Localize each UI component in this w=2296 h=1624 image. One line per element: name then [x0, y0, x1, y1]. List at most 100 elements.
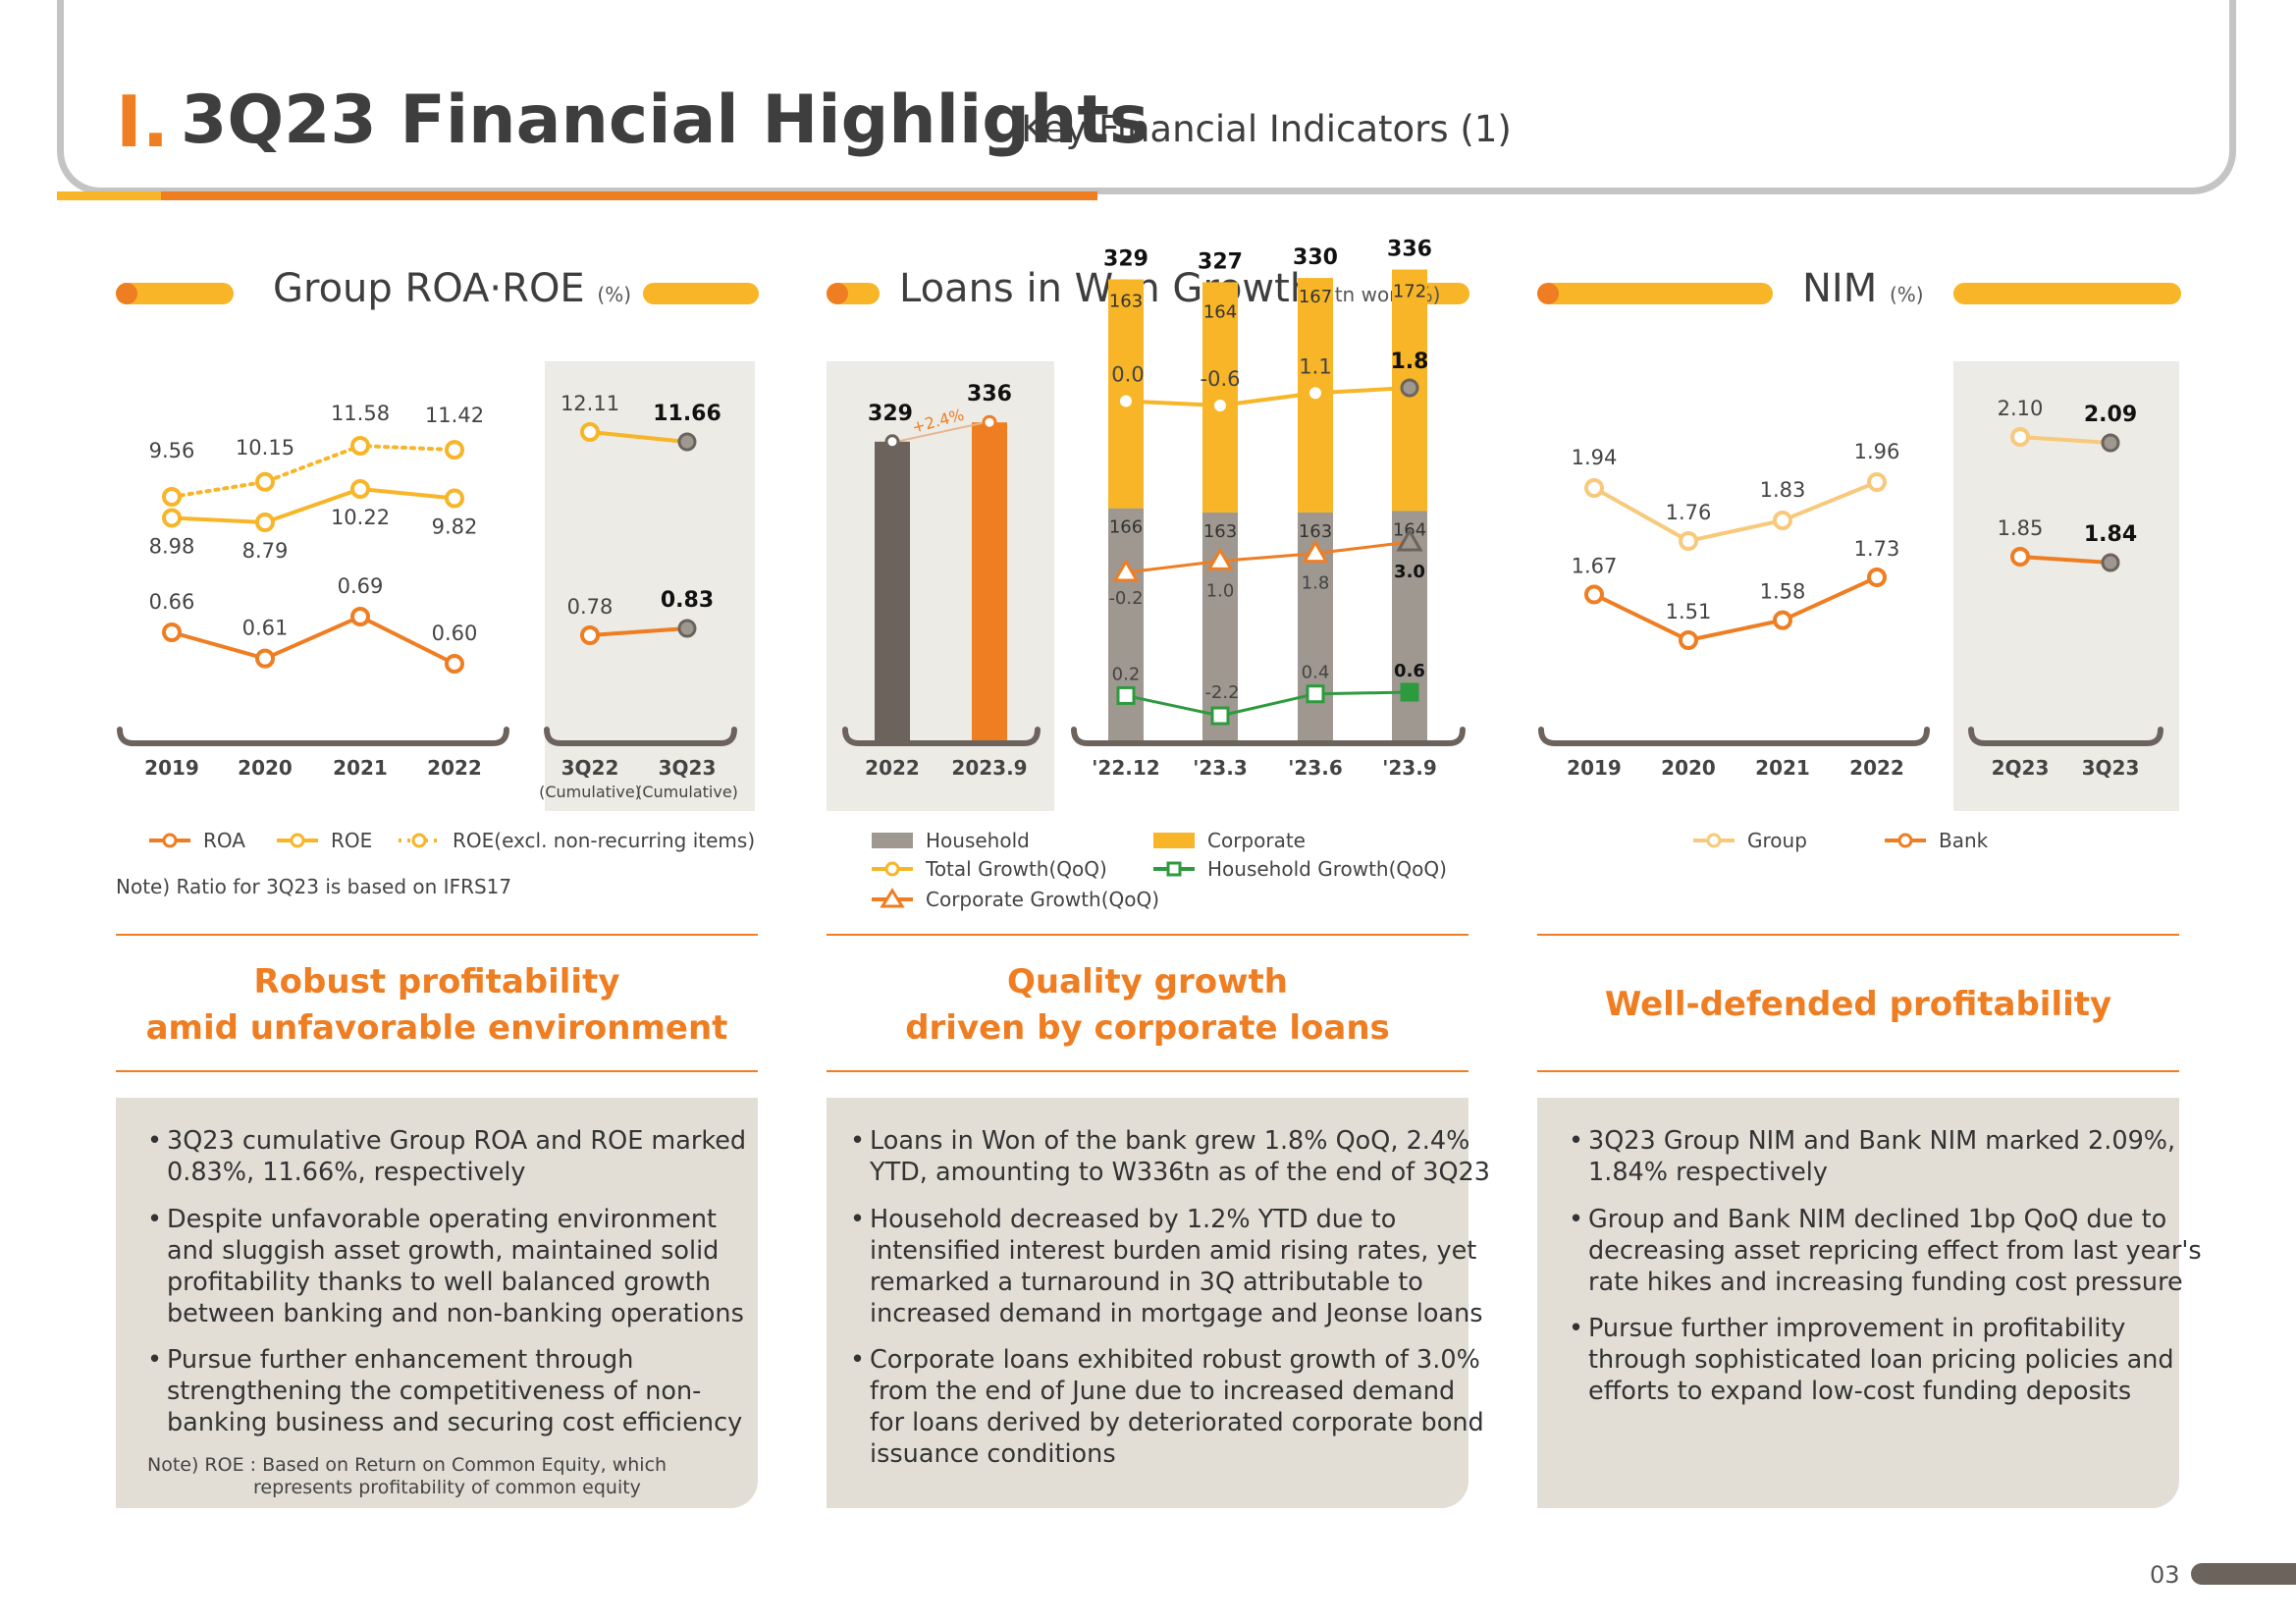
headline-line: Quality growth [1007, 962, 1288, 1001]
household-growth-line [1124, 690, 1412, 718]
total-growth-line [1124, 386, 1412, 408]
bullet-line: YTD, amounting to W336tn as of the end o… [870, 1158, 1491, 1187]
x-tick-label: '23.3 [1193, 756, 1247, 780]
household-growth-point [1116, 685, 1136, 705]
bullet-item: Group and Bank NIM declined 1bp QoQ due … [1569, 1204, 2202, 1298]
bullet-line: issuance conditions [870, 1439, 1116, 1469]
x-tick-note: (Cumulative) [539, 783, 641, 801]
bullet-item: Pursue further improvement in profitabil… [1569, 1313, 2174, 1407]
section-title-text: Group ROA·ROE [273, 266, 585, 311]
household-bar-label: 163 [1299, 521, 1332, 542]
legend-total-growth-label: Total Growth(QoQ) [925, 857, 1107, 881]
bullet-item: Corporate loans exhibited robust growth … [850, 1344, 1484, 1470]
roa-point [445, 654, 464, 674]
section-bar-right-2 [1418, 283, 1469, 304]
bullet-line: for loans derived by deteriorated corpor… [870, 1408, 1484, 1437]
roa-point [162, 623, 182, 642]
bank-nim-label: 1.58 [1760, 580, 1806, 604]
roe-label: 8.98 [149, 534, 195, 558]
section-bar-left-1 [116, 283, 234, 304]
bullet-line: Despite unfavorable operating environmen… [167, 1205, 717, 1234]
household-growth-label: 0.4 [1302, 663, 1330, 683]
bullet-line: Pursue further improvement in profitabil… [1588, 1314, 2126, 1343]
bullet-line: 3Q23 cumulative Group ROA and ROE marked [167, 1126, 747, 1156]
bullet-line: profitability thanks to well balanced gr… [167, 1268, 712, 1297]
cum-roa-label: 0.83 [661, 588, 714, 613]
bullet-line: between banking and non-banking operatio… [167, 1299, 744, 1328]
legend-corporate-growth-marker [880, 888, 905, 908]
total-label: 330 [1293, 245, 1338, 270]
x-tick-label: 3Q23 [2082, 756, 2140, 780]
roa-label: 0.60 [432, 622, 478, 645]
legend-household-growth-label: Household Growth(QoQ) [1207, 857, 1447, 881]
section-title-loans: Loans in Won Growth (tn won, %) [899, 265, 1440, 312]
bullet-line: through sophisticated loan pricing polic… [1588, 1345, 2174, 1375]
section-unit: (%) [597, 283, 632, 306]
bullet-item: Household decreased by 1.2% YTD due to i… [850, 1204, 1483, 1329]
x-tick-label: '23.6 [1288, 756, 1342, 780]
bullet-line: remarked a turnaround in 3Q attributable… [870, 1268, 1423, 1297]
roe-excl-point [350, 436, 370, 456]
corporate-growth-label: 1.8 [1302, 573, 1330, 594]
x-tick-note: (Cumulative) [636, 783, 738, 801]
group-nim-line [1592, 480, 1879, 544]
headline-line: amid unfavorable environment [145, 1008, 728, 1048]
bullet-line: efforts to expand low-cost funding depos… [1588, 1377, 2132, 1406]
roe-excl-label: 11.42 [425, 404, 484, 427]
total-label: 327 [1198, 249, 1243, 274]
group-nim-quarterly-label: 2.10 [1998, 397, 2044, 420]
annual-bar [972, 422, 1007, 741]
quarterly-nim-panel-bg [1953, 361, 2179, 811]
x-tick-label: 2Q23 [1992, 756, 2050, 780]
bullet-item: Pursue further enhancement through stren… [147, 1344, 742, 1438]
headline-roa-roe: Robust profitability amid unfavorable en… [116, 959, 758, 1052]
corporate-growth-point [1112, 559, 1140, 582]
section-title-text: NIM [1802, 266, 1878, 311]
household-growth-label: 0.2 [1112, 664, 1141, 684]
group-nim-label: 1.76 [1666, 501, 1712, 524]
cum-roe-point [677, 432, 697, 452]
section-unit: (%) [1889, 283, 1924, 306]
bank-nim-label: 1.67 [1572, 554, 1618, 577]
bank-nim-quarterly-label: 1.85 [1998, 516, 2044, 540]
bullet-line: decreasing asset repricing effect from l… [1588, 1236, 2202, 1266]
x-tick-label: 2022 [1849, 756, 1904, 780]
roe-excl-point [162, 487, 182, 507]
bullet-line: 0.83%, 11.66%, respectively [167, 1158, 526, 1187]
note-line: represents profitability of common equit… [253, 1477, 641, 1498]
corporate-growth-line [1124, 540, 1412, 574]
cum-roe-point [580, 422, 600, 442]
bullet-item: Loans in Won of the bank grew 1.8% QoQ, … [850, 1125, 1491, 1188]
group-nim-point [1773, 511, 1792, 530]
x-tick-label: 3Q22 [561, 756, 619, 780]
legend-total-growth-marker [884, 861, 900, 877]
headline-line: Well-defended profitability [1604, 985, 2112, 1024]
bank-nim-point [1773, 610, 1792, 630]
section-bar-right-1 [643, 283, 759, 304]
cum-roe-line [588, 430, 689, 444]
bullet-line: from the end of June due to increased de… [870, 1377, 1456, 1406]
legend-group-label: Group [1747, 829, 1807, 852]
roe-point [255, 513, 275, 532]
roe-note: Note) ROE : Based on Return on Common Eq… [147, 1454, 667, 1499]
bank-nim-point [1679, 630, 1698, 650]
bank-nim-point [1584, 584, 1604, 605]
total-growth-point [1116, 391, 1136, 411]
page-number: 03 [2150, 1561, 2180, 1589]
household-growth-label: -2.2 [1204, 682, 1239, 703]
corporate-growth-label: -0.2 [1108, 588, 1143, 609]
cum-roa-point [677, 619, 697, 638]
annual-bar-label: 336 [967, 382, 1012, 406]
legend-roe-excl-label: ROE(excl. non-recurring items) [453, 829, 755, 852]
roe-excl-label: 10.15 [236, 436, 294, 460]
bank-nim-quarterly-point [2010, 547, 2030, 567]
total-growth-label: 1.1 [1299, 354, 1331, 378]
x-tick-label: '23.9 [1382, 756, 1436, 780]
total-label: 336 [1387, 238, 1432, 262]
total-label: 329 [1103, 247, 1148, 272]
legend-roa-marker [162, 833, 178, 848]
household-bar-label: 163 [1203, 521, 1237, 542]
roe-excl-label: 11.58 [331, 402, 390, 425]
x-tick-label: 2019 [144, 756, 199, 780]
section-bar-left-2 [827, 283, 880, 304]
